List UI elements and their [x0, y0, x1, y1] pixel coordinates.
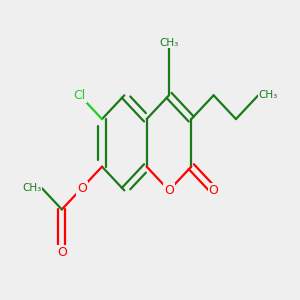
Text: CH₃: CH₃	[258, 90, 278, 100]
Text: O: O	[209, 184, 218, 197]
Text: Cl: Cl	[74, 89, 86, 102]
Text: CH₃: CH₃	[22, 183, 42, 193]
Text: O: O	[164, 184, 174, 197]
Text: O: O	[57, 246, 67, 259]
Text: O: O	[77, 182, 87, 194]
Text: CH₃: CH₃	[159, 38, 178, 48]
